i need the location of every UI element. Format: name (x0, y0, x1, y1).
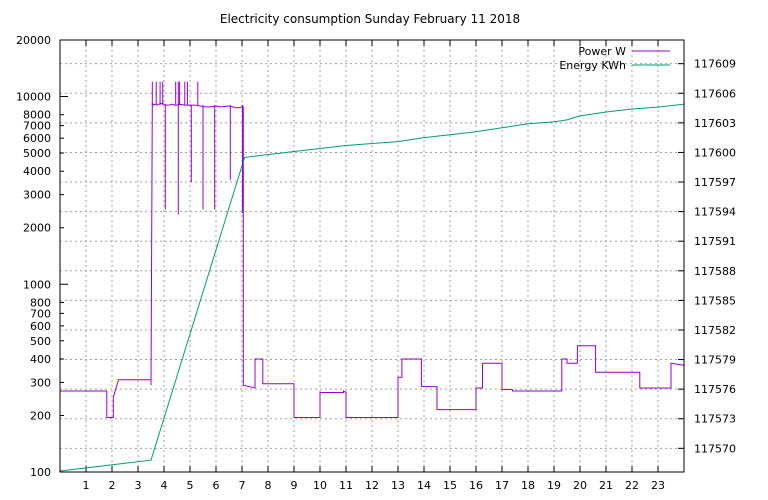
y-left-tick-label: 500 (30, 335, 51, 348)
y-left-tick-label: 100 (30, 466, 51, 479)
y-right-tick-label: 117594 (694, 206, 736, 219)
y-left-tick-label: 8000 (23, 109, 51, 122)
y-left-tick-label: 10000 (16, 91, 51, 104)
y-right-tick-label: 117597 (694, 176, 736, 189)
power-w-line (60, 101, 685, 418)
x-tick-label: 14 (417, 479, 431, 492)
x-tick-label: 11 (339, 479, 353, 492)
y-left-tick-label: 400 (30, 353, 51, 366)
x-tick-label: 6 (213, 479, 220, 492)
x-tick-label: 7 (239, 479, 246, 492)
y-right-tick-label: 117606 (694, 87, 736, 100)
y-right-tick-label: 117582 (694, 324, 736, 337)
x-tick-label: 16 (469, 479, 483, 492)
y-left-tick-label: 300 (30, 376, 51, 389)
right-y-axis-tick-labels: 117570 117573 117576 117579 117582 117585 1175… (694, 58, 736, 456)
x-tick-label: 13 (391, 479, 405, 492)
y-right-tick-label: 117603 (694, 117, 736, 130)
y-left-tick-label: 7000 (23, 120, 51, 133)
y-left-tick-label: 20000 (16, 34, 51, 47)
x-tick-label: 20 (573, 479, 587, 492)
x-tick-label: 4 (161, 479, 168, 492)
x-tick-label: 15 (443, 479, 457, 492)
x-tick-label: 17 (495, 479, 509, 492)
y-right-tick-label: 117600 (694, 146, 736, 159)
x-tick-label: 22 (625, 479, 639, 492)
x-tick-label: 18 (521, 479, 535, 492)
x-tick-label: 19 (547, 479, 561, 492)
chart-title: Electricity consumption Sunday February … (220, 12, 520, 26)
x-tick-label: 23 (651, 479, 665, 492)
legend-label-energy: Energy KWh (559, 59, 626, 72)
x-tick-label: 9 (291, 479, 298, 492)
y-left-tick-label: 800 (30, 296, 51, 309)
y-right-tick-label: 117579 (694, 354, 736, 367)
y-left-tick-label: 700 (30, 307, 51, 320)
y-right-tick-label: 117591 (694, 235, 736, 248)
y-right-tick-label: 117588 (694, 265, 736, 278)
series-lines (59, 81, 685, 472)
grid-lines (60, 40, 684, 472)
x-tick-label: 10 (313, 479, 327, 492)
energy-kwh-line (59, 103, 685, 472)
x-tick-label: 3 (135, 479, 142, 492)
y-right-tick-label: 117573 (694, 413, 736, 426)
legend: Power W Energy KWh (559, 45, 670, 72)
x-tick-label: 21 (599, 479, 613, 492)
legend-label-power: Power W (578, 45, 626, 58)
y-right-tick-label: 117570 (694, 442, 736, 455)
y-left-tick-label: 2000 (23, 222, 51, 235)
y-right-tick-label: 117576 (694, 383, 736, 396)
y-left-tick-label: 600 (30, 320, 51, 333)
y-right-tick-label: 117585 (694, 294, 736, 307)
y-left-tick-label: 4000 (23, 165, 51, 178)
plot-frame (59, 39, 685, 473)
x-tick-label: 2 (109, 479, 116, 492)
y-left-tick-label: 6000 (23, 132, 51, 145)
y-left-tick-label: 3000 (23, 189, 51, 202)
y-right-tick-label: 117609 (694, 58, 736, 71)
y-left-tick-label: 200 (30, 409, 51, 422)
x-tick-label: 8 (265, 479, 272, 492)
x-tick-label: 12 (365, 479, 379, 492)
x-tick-label: 5 (187, 479, 194, 492)
y-left-tick-label: 5000 (23, 147, 51, 160)
x-axis-tick-labels: 1 2 3 4 5 6 7 8 9 10 11 12 13 14 15 16 17 18 19 20 21 22 23 (83, 479, 666, 492)
y-left-tick-label: 1000 (23, 278, 51, 291)
x-tick-label: 1 (83, 479, 90, 492)
axis-ticks (60, 39, 684, 473)
